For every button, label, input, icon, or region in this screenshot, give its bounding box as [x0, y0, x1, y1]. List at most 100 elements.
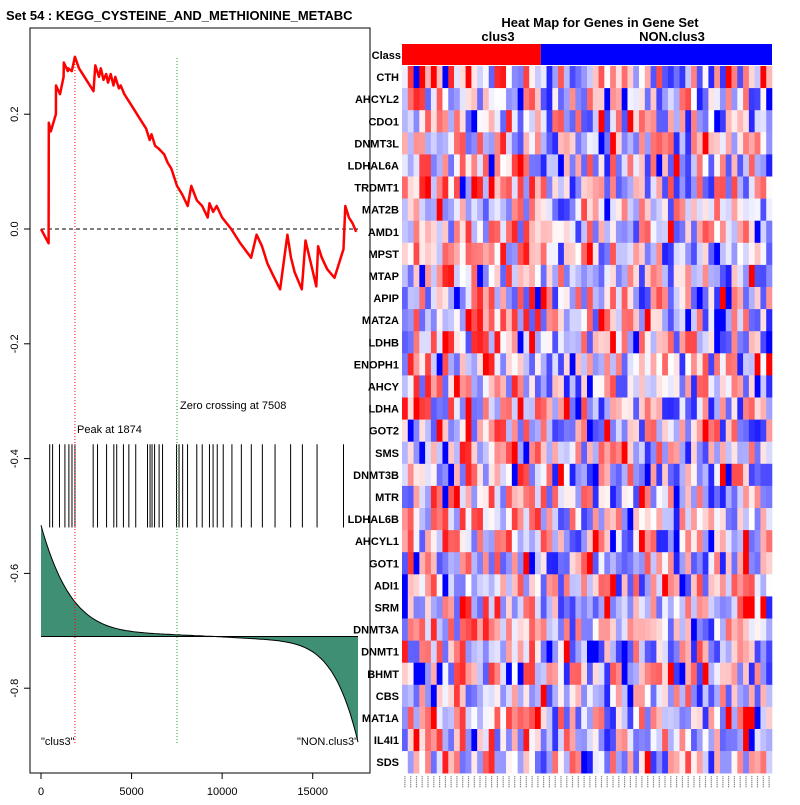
- heatmap-cell: [719, 375, 727, 398]
- heatmap-cell: [702, 397, 709, 420]
- gene-label: DNMT3B: [353, 470, 399, 482]
- heatmap-cell: [748, 397, 755, 420]
- heatmap-cell: [529, 88, 536, 111]
- heatmap-cell: [552, 419, 559, 442]
- heatmap-cell: [662, 220, 669, 244]
- heatmap-cell: [592, 198, 599, 221]
- heatmap-cell: [454, 684, 461, 708]
- heatmap-cell: [662, 66, 669, 89]
- heatmap-cell: [644, 154, 651, 177]
- heatmap-cell: [534, 684, 542, 708]
- heatmap-cell: [673, 751, 680, 774]
- heatmap-cell: [604, 706, 611, 730]
- heatmap-cell: [673, 309, 680, 332]
- gene-label: CTH: [376, 72, 399, 84]
- heatmap-cell: [575, 618, 582, 641]
- heatmap-cell: [407, 154, 414, 177]
- heatmap-cell: [702, 640, 709, 663]
- heatmap-cell: [754, 220, 761, 244]
- heatmap-cell: [691, 640, 698, 663]
- heatmap-cell: [402, 331, 409, 354]
- heatmap-cell: [425, 618, 432, 641]
- heatmap-cell: [627, 397, 634, 420]
- heatmap-cell: [563, 176, 570, 199]
- x-axis: 0 5000 10000 15000: [38, 773, 328, 798]
- heatmap-cell: [719, 463, 727, 487]
- heatmap-cell: [748, 309, 755, 332]
- heatmap-cell: [425, 596, 432, 619]
- heatmap-cell: [650, 331, 657, 354]
- heatmap-cell: [419, 88, 426, 111]
- heatmap-cell: [529, 176, 536, 199]
- heatmap-cell: [407, 662, 414, 686]
- heatmap-cell: [604, 110, 611, 133]
- heatmap-cell: [719, 684, 727, 708]
- heatmap-cell: [639, 530, 646, 553]
- heatmap-cell: [419, 485, 426, 509]
- heatmap-cell: [482, 375, 490, 398]
- heatmap-cell: [754, 198, 761, 221]
- heatmap-cell: [691, 441, 698, 465]
- heatmap-cell: [500, 154, 507, 177]
- heatmap-cell: [575, 198, 582, 221]
- heatmap-cell: [442, 309, 449, 332]
- heatmap-cell: [621, 331, 628, 354]
- heatmap-cell: [569, 287, 576, 310]
- heatmap-cell: [702, 198, 709, 221]
- heatmap-cell: [760, 574, 767, 597]
- heatmap-cell: [552, 662, 559, 686]
- heatmap-cell: [673, 220, 680, 244]
- heatmap-cell: [604, 552, 611, 575]
- heatmap-cell: [592, 530, 599, 553]
- heatmap-cell: [506, 552, 513, 575]
- heatmap-cell: [488, 485, 495, 509]
- heatmap-cell: [459, 751, 466, 774]
- heatmap-cell: [459, 264, 466, 288]
- heatmap-cell: [500, 198, 507, 221]
- heatmap-cell: [679, 176, 686, 199]
- y-tick-label: 0.2: [9, 107, 21, 122]
- heatmap-cell: [587, 618, 594, 641]
- heatmap-cell: [430, 132, 437, 155]
- heatmap-cell: [488, 552, 495, 575]
- heatmap-cell: [737, 110, 744, 133]
- heatmap-cell: [517, 110, 524, 133]
- heatmap-cell: [419, 242, 426, 266]
- heatmap-cell: [719, 485, 727, 509]
- heatmap-cell: [708, 729, 715, 752]
- heatmap-cell: [737, 66, 744, 89]
- heatmap-cell: [500, 574, 507, 597]
- heatmap-cell: [662, 419, 669, 442]
- heatmap-cell: [488, 198, 495, 221]
- heatmap-cell: [575, 242, 582, 266]
- heatmap-cell: [691, 618, 698, 641]
- heatmap-cell: [540, 287, 547, 310]
- heatmap-cell: [546, 441, 553, 465]
- heatmap-cell: [610, 287, 617, 310]
- heatmap-cell: [754, 463, 761, 487]
- heatmap-cell: [650, 441, 657, 465]
- heatmap-cell: [500, 375, 507, 398]
- heatmap-cell: [650, 264, 657, 288]
- heatmap-cell: [708, 220, 715, 244]
- heatmap-cell: [691, 176, 698, 199]
- heatmap-cell: [529, 441, 536, 465]
- heatmap-cell: [459, 397, 466, 420]
- heatmap-cell: [592, 88, 599, 111]
- heatmap-cell: [419, 375, 426, 398]
- heatmap-cell: [459, 353, 466, 376]
- heatmap-cell: [754, 110, 761, 133]
- heatmap-cell: [523, 729, 530, 752]
- heatmap-cell: [425, 176, 432, 199]
- heatmap-cell: [529, 618, 536, 641]
- heatmap-cell: [639, 662, 646, 686]
- column-tick-labels: [404, 776, 770, 788]
- heatmap-cell: [442, 66, 449, 89]
- heatmap-cell: [575, 220, 582, 244]
- heatmap-cell: [644, 132, 651, 155]
- heatmap-cell: [627, 530, 634, 553]
- heatmap-cell: [442, 706, 449, 730]
- heatmap-cell: [494, 441, 501, 465]
- heatmap-cell: [413, 640, 420, 663]
- heatmap-cell: [448, 463, 455, 487]
